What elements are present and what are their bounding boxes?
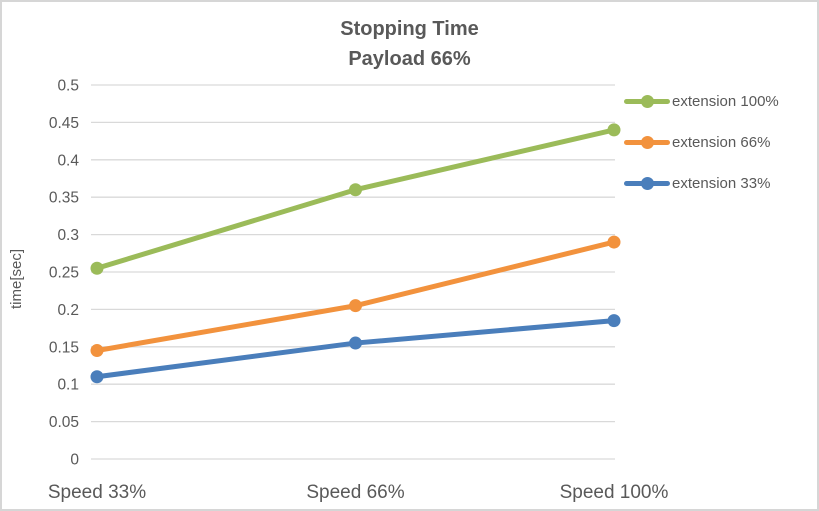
series-point-extension-100- — [607, 123, 621, 137]
legend-label: extension 66% — [672, 133, 771, 151]
line-marker-icon — [624, 88, 670, 114]
chart-title-block: Stopping Time Payload 66% — [2, 14, 817, 74]
series-point-extension-100- — [349, 183, 362, 197]
y-tick-label: 0.25 — [49, 265, 79, 282]
y-tick-label: 0.1 — [57, 377, 79, 394]
chart-title: Stopping Time — [340, 18, 479, 40]
chart-subtitle: Payload 66% — [348, 48, 471, 70]
legend: extension 100% extension 66% extension 3… — [624, 88, 779, 196]
series-point-extension-33- — [607, 314, 621, 328]
y-tick-label: 0.15 — [49, 339, 79, 356]
y-tick-label: 0.2 — [57, 302, 79, 319]
x-tick-label: Speed 100% — [560, 482, 669, 503]
series-point-extension-100- — [90, 261, 104, 275]
y-tick-label: 0.3 — [57, 227, 79, 244]
y-tick-label: 0.45 — [49, 115, 79, 132]
series-point-extension-66- — [607, 235, 621, 249]
series-point-extension-66- — [349, 299, 362, 313]
legend-item-extension-33: extension 33% — [624, 170, 779, 196]
series-point-extension-33- — [349, 336, 362, 350]
x-tick-label: Speed 66% — [306, 482, 404, 503]
series-line-extension-66- — [94, 239, 617, 354]
line-marker-icon — [624, 170, 670, 196]
y-tick-label: 0.4 — [57, 152, 79, 169]
series-point-extension-66- — [90, 344, 104, 358]
y-tick-label: 0.35 — [49, 190, 79, 207]
series-point-extension-33- — [90, 370, 104, 384]
y-tick-label: 0 — [70, 452, 79, 469]
x-tick-label: Speed 33% — [48, 482, 146, 503]
y-tick-label: 0.05 — [49, 414, 79, 431]
y-tick-label: 0.5 — [57, 78, 79, 95]
line-marker-icon — [624, 129, 670, 155]
legend-item-extension-66: extension 66% — [624, 129, 779, 155]
legend-label: extension 33% — [672, 174, 771, 192]
legend-item-extension-100: extension 100% — [624, 88, 779, 114]
series-line-extension-100- — [94, 127, 617, 271]
legend-label: extension 100% — [672, 92, 779, 110]
